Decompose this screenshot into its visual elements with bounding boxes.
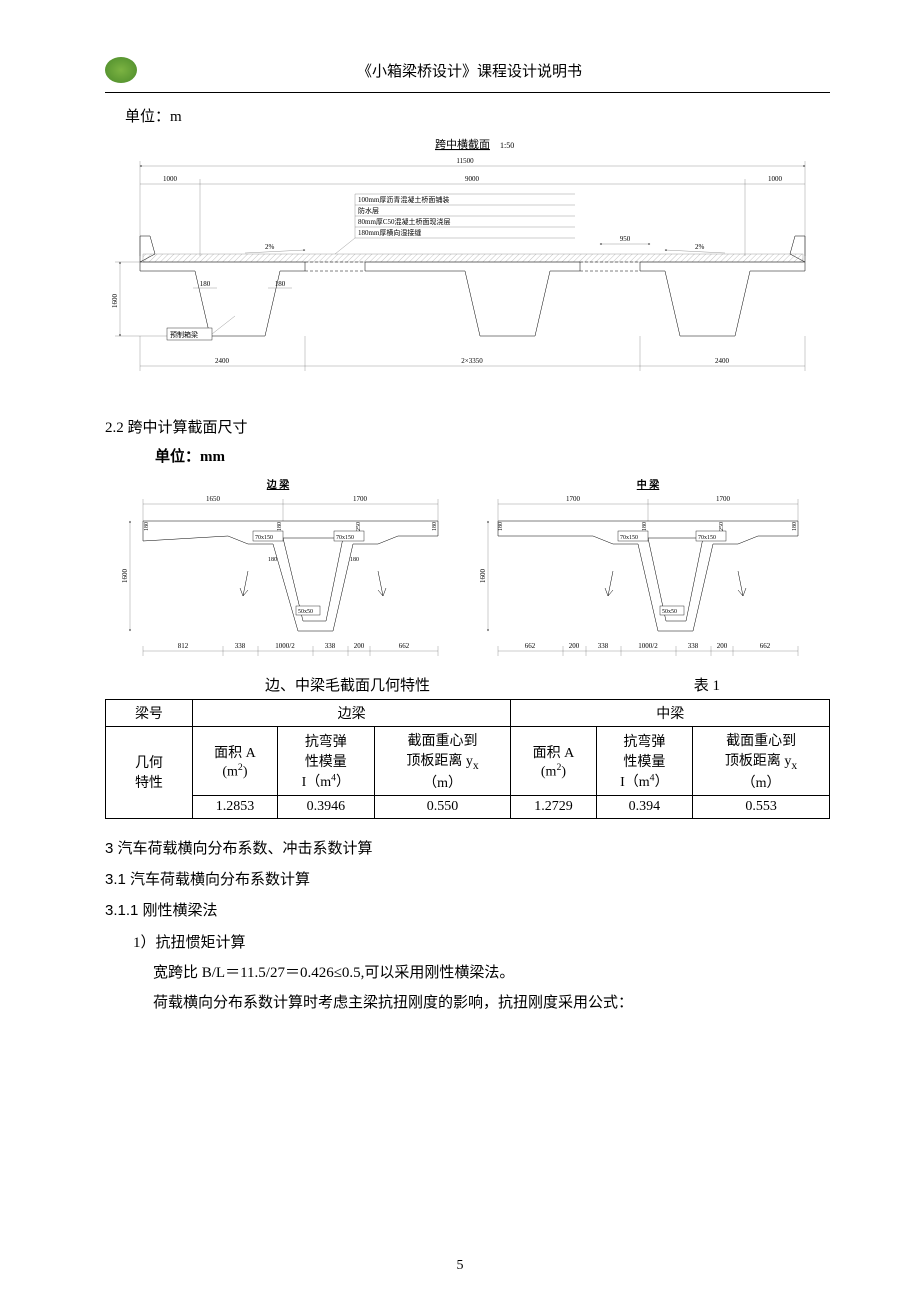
fig-mid-beam: 中 梁 1700 1700 70x150 70x150 180 180 250 …: [478, 476, 818, 666]
figure-cross-section: 跨中横截面 1:50 11500 1000 9000 1000 100mm厚沥青…: [105, 136, 830, 396]
svg-text:338: 338: [687, 642, 698, 650]
svg-text:180: 180: [277, 522, 283, 531]
table1-title: 边、中梁毛截面几何特性 表 1: [105, 674, 830, 695]
svg-text:200: 200: [568, 642, 579, 650]
svg-text:2400: 2400: [215, 357, 230, 365]
svg-text:70x150: 70x150: [336, 535, 354, 541]
figure-sections: 边 梁 1650 1700 70x150 70x150 180 180 250 …: [105, 476, 830, 666]
svg-text:250: 250: [719, 522, 725, 531]
svg-text:1700: 1700: [716, 495, 731, 503]
page-header: 《小箱梁桥设计》课程设计说明书: [105, 50, 830, 93]
svg-text:2%: 2%: [695, 243, 705, 251]
para-2: 荷载横向分布系数计算时考虑主梁抗扭刚度的影响，抗扭刚度采用公式：: [153, 988, 830, 1018]
item-1: 1）抗扭惯矩计算: [133, 928, 830, 958]
svg-text:250: 250: [356, 522, 362, 531]
heading-2-2: 2.2 跨中计算截面尺寸: [105, 416, 830, 437]
svg-text:180: 180: [792, 522, 798, 531]
svg-text:2×3350: 2×3350: [461, 357, 483, 365]
fig1-scale: 1:50: [500, 141, 514, 150]
table-section-properties: 梁号 边梁 中梁 几何特性 面积 A(m2) 抗弯弹性模量I（m4） 截面重心到…: [105, 699, 830, 819]
unit-label-2: 单位：mm: [155, 445, 830, 466]
svg-text:1650: 1650: [206, 495, 221, 503]
svg-text:1000: 1000: [768, 175, 783, 183]
table-row: 几何特性 面积 A(m2) 抗弯弹性模量I（m4） 截面重心到顶板距离 yx（m…: [106, 727, 830, 796]
svg-text:边 梁: 边 梁: [265, 478, 290, 491]
logo-icon: [105, 57, 137, 83]
svg-text:9000: 9000: [465, 175, 480, 183]
svg-text:1000/2: 1000/2: [638, 642, 658, 650]
svg-text:180: 180: [268, 557, 277, 563]
heading-3-1-1: 3.1.1 刚性横梁法: [105, 899, 830, 920]
svg-text:812: 812: [177, 642, 188, 650]
fig1-title: 跨中横截面: [435, 137, 490, 151]
svg-text:1600: 1600: [111, 294, 119, 309]
heading-3-1: 3.1 汽车荷载横向分布系数计算: [105, 868, 830, 889]
svg-text:180: 180: [432, 522, 438, 531]
fig1-girders: [140, 262, 805, 336]
svg-text:70x150: 70x150: [698, 535, 716, 541]
table-row: 1.2853 0.3946 0.550 1.2729 0.394 0.553: [106, 795, 830, 818]
svg-text:1000: 1000: [163, 175, 178, 183]
svg-text:防水层: 防水层: [358, 206, 379, 215]
svg-text:662: 662: [759, 642, 770, 650]
svg-text:100mm厚沥青混凝土桥面铺装: 100mm厚沥青混凝土桥面铺装: [358, 195, 449, 204]
svg-text:1600: 1600: [121, 569, 129, 584]
svg-text:338: 338: [234, 642, 245, 650]
svg-text:200: 200: [353, 642, 364, 650]
svg-text:338: 338: [597, 642, 608, 650]
svg-text:1600: 1600: [479, 569, 487, 584]
svg-text:50x50: 50x50: [662, 609, 677, 615]
svg-text:80mm厚C50混凝土桥面现浇层: 80mm厚C50混凝土桥面现浇层: [358, 217, 451, 226]
table-row: 梁号 边梁 中梁: [106, 700, 830, 727]
svg-text:1700: 1700: [566, 495, 581, 503]
svg-text:180: 180: [498, 522, 504, 531]
page-number: 5: [0, 1258, 920, 1274]
svg-text:180mm厚横向湿接缝: 180mm厚横向湿接缝: [358, 228, 421, 237]
svg-text:50x50: 50x50: [298, 609, 313, 615]
svg-text:180: 180: [144, 522, 150, 531]
svg-text:70x150: 70x150: [255, 535, 273, 541]
para-1: 宽跨比 B/L＝11.5/27＝0.426≤0.5,可以采用刚性横梁法。: [153, 958, 830, 988]
svg-text:1700: 1700: [353, 495, 368, 503]
svg-text:180: 180: [200, 280, 211, 288]
heading-3: 3 汽车荷载横向分布系数、冲击系数计算: [105, 837, 830, 858]
svg-text:中 梁: 中 梁: [636, 478, 660, 491]
svg-text:2%: 2%: [265, 243, 275, 251]
svg-text:70x150: 70x150: [620, 535, 638, 541]
fig-edge-beam: 边 梁 1650 1700 70x150 70x150 180 180 250 …: [118, 476, 458, 666]
svg-text:662: 662: [524, 642, 535, 650]
svg-text:预制箱梁: 预制箱梁: [170, 330, 198, 339]
svg-text:180: 180: [275, 280, 286, 288]
header-title: 《小箱梁桥设计》课程设计说明书: [149, 60, 830, 81]
row-label: 几何特性: [135, 756, 163, 791]
svg-text:2400: 2400: [715, 357, 730, 365]
svg-text:180: 180: [350, 557, 359, 563]
svg-text:338: 338: [324, 642, 335, 650]
svg-text:11500: 11500: [456, 157, 474, 165]
svg-text:180: 180: [642, 522, 648, 531]
unit-label-1: 单位：m: [125, 105, 830, 126]
svg-text:950: 950: [620, 235, 631, 243]
svg-text:200: 200: [716, 642, 727, 650]
svg-text:662: 662: [398, 642, 409, 650]
svg-text:1000/2: 1000/2: [275, 642, 295, 650]
fig1-layer-notes: 100mm厚沥青混凝土桥面铺装 防水层 80mm厚C50混凝土桥面现浇层 180…: [335, 194, 575, 254]
